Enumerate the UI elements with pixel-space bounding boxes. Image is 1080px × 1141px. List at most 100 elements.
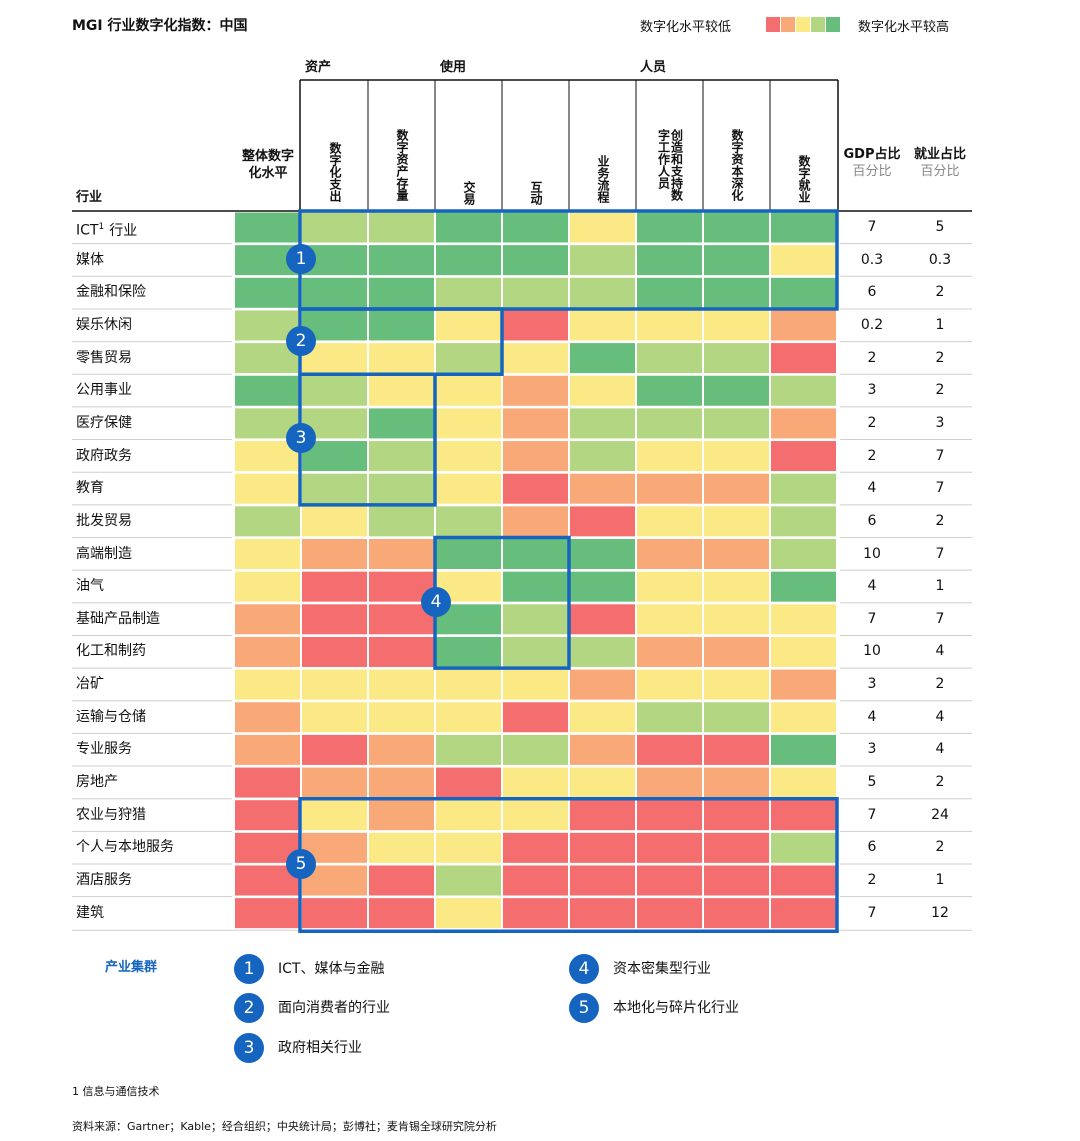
heat-cell	[771, 669, 836, 700]
row-label-name: 媒体	[76, 251, 104, 268]
heat-cell	[570, 277, 635, 308]
heat-cell	[369, 865, 434, 896]
row-emp-value: 7	[935, 610, 945, 627]
header-gdp-label: GDP占比	[843, 147, 901, 162]
footnote: 1 信息与通信技术	[72, 1085, 160, 1098]
heat-cell	[771, 473, 836, 504]
row-label-name: 医疗保健	[76, 414, 132, 431]
heat-cell	[369, 441, 434, 472]
heat-cell	[704, 212, 769, 243]
heat-cell	[637, 800, 702, 831]
heat-cell	[503, 473, 568, 504]
row-emp-value: 7	[935, 447, 945, 464]
heat-cell	[637, 441, 702, 472]
heat-cell	[570, 343, 635, 374]
heat-cell	[436, 832, 501, 863]
row-label: 冶矿	[76, 668, 104, 700]
heat-cell	[503, 832, 568, 863]
row-gdp-value: 6	[867, 839, 877, 856]
heat-cell	[235, 473, 300, 504]
row-label-name: 教育	[76, 480, 104, 497]
row-gdp-value: 4	[867, 578, 877, 595]
row-emp-value: 4	[935, 741, 945, 758]
row-label-name: ICT	[76, 222, 99, 239]
heat-cell	[637, 375, 702, 406]
row-label: 金融和保险	[76, 276, 146, 308]
heat-cell	[369, 245, 434, 276]
cluster-legend-label-1: ICT、媒体与金融	[278, 961, 385, 977]
heat-cell	[436, 473, 501, 504]
heat-cell	[570, 865, 635, 896]
heat-cell	[570, 832, 635, 863]
heat-cell	[369, 539, 434, 569]
row-gdp-value: 4	[867, 708, 877, 725]
heat-cell	[771, 571, 836, 602]
heat-cell	[637, 343, 702, 374]
header-gdp-sub: 百分比	[852, 164, 892, 179]
heat-cell	[704, 734, 769, 765]
heat-cell	[704, 310, 769, 341]
row-label: 专业服务	[76, 733, 132, 765]
row-label-name: 零售贸易	[76, 349, 132, 366]
heat-cell	[771, 767, 836, 798]
heat-cell	[503, 310, 568, 341]
heat-cell	[235, 800, 300, 831]
heat-cell	[771, 310, 836, 341]
heat-cell	[302, 898, 367, 929]
heat-cell	[771, 800, 836, 831]
heat-cell	[436, 441, 501, 472]
heat-cell	[637, 767, 702, 798]
heat-cell	[771, 702, 836, 733]
heat-cell	[704, 473, 769, 504]
heat-cell	[235, 539, 300, 569]
heat-cell	[436, 767, 501, 798]
heat-cell	[503, 636, 568, 667]
heat-cell	[369, 832, 434, 863]
heat-cell	[771, 343, 836, 374]
row-emp-value: 1	[935, 578, 945, 595]
heat-cell	[570, 473, 635, 504]
heat-cell	[637, 310, 702, 341]
heat-cell	[369, 408, 434, 439]
heat-cell	[235, 506, 300, 537]
heat-cell	[704, 865, 769, 896]
heat-cell	[570, 408, 635, 439]
row-label: 媒体	[76, 244, 104, 276]
heat-cell	[369, 669, 434, 700]
heat-cell	[436, 898, 501, 929]
row-label: 零售贸易	[76, 342, 132, 374]
heat-cell	[570, 212, 635, 243]
heat-cell	[771, 375, 836, 406]
header-metric-4: 业务流程	[596, 155, 610, 203]
legend-swatch-3	[796, 17, 810, 32]
heat-cell	[570, 898, 635, 929]
heat-cell	[637, 245, 702, 276]
heat-cell	[503, 375, 568, 406]
heat-cell	[704, 441, 769, 472]
row-label-footnote-mark: 1	[98, 222, 105, 232]
heat-cell	[235, 734, 300, 765]
heat-cell	[235, 898, 300, 929]
header-metric-7: 数字就业	[797, 155, 811, 203]
heat-cell	[771, 734, 836, 765]
row-label-name: 冶矿	[76, 676, 104, 693]
heat-cell	[637, 506, 702, 537]
heat-cell	[302, 767, 367, 798]
row-emp-value: 7	[935, 545, 945, 562]
heat-cell	[503, 898, 568, 929]
row-label: 医疗保健	[76, 407, 132, 439]
cluster-legend-badge-5: 5	[569, 993, 599, 1023]
cluster-badge-4: 4	[421, 587, 451, 617]
row-emp-value: 24	[931, 806, 949, 823]
heat-cell	[302, 539, 367, 569]
cluster-legend-label-3: 政府相关行业	[278, 1040, 362, 1056]
row-emp-value: 2	[935, 349, 945, 366]
row-label: 基础产品制造	[76, 603, 160, 635]
heat-cell	[704, 669, 769, 700]
row-emp-value: 1	[935, 872, 945, 888]
heat-cell	[570, 604, 635, 635]
heat-cell	[704, 832, 769, 863]
heat-cell	[235, 702, 300, 733]
row-label-name: 金融和保险	[76, 284, 146, 301]
heat-cell	[369, 343, 434, 374]
